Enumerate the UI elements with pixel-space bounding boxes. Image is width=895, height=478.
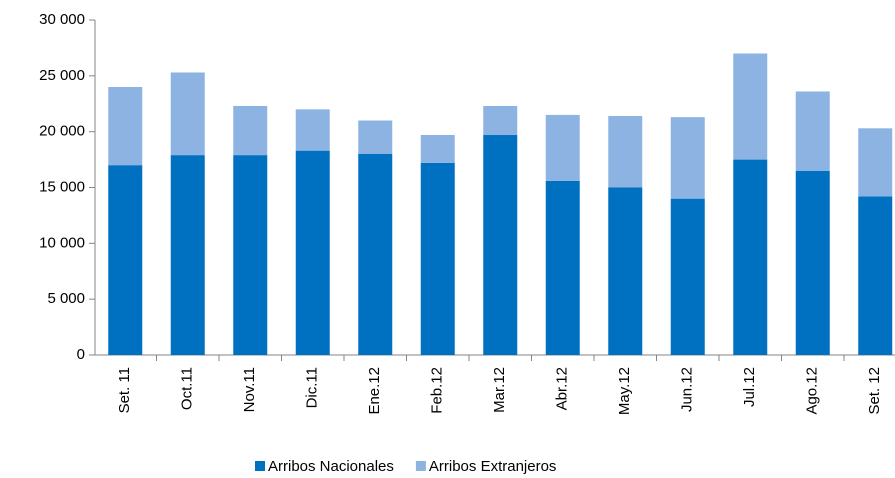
y-tick-label: 15 000 bbox=[39, 178, 85, 195]
bar-segment bbox=[858, 128, 893, 197]
y-tick-label: 5 000 bbox=[47, 290, 85, 307]
bar-segment bbox=[858, 196, 893, 355]
bar-segment bbox=[733, 159, 768, 355]
y-tick-label: 10 000 bbox=[39, 234, 85, 251]
legend-label: Arribos Nacionales bbox=[268, 458, 394, 475]
bar-segment bbox=[358, 154, 393, 355]
bar-segment bbox=[608, 187, 643, 355]
bar-segment bbox=[733, 53, 768, 160]
bar-segment bbox=[295, 109, 330, 151]
x-tick-label: Set. 11 bbox=[116, 367, 133, 413]
x-tick-label: Mar.12 bbox=[491, 367, 508, 413]
x-tick-label: Dic.11 bbox=[304, 367, 321, 408]
x-tick-label: Ene.12 bbox=[366, 367, 383, 415]
bar-segment bbox=[420, 135, 455, 163]
bar-segment bbox=[108, 165, 143, 355]
x-tick-label: Ago.12 bbox=[804, 367, 821, 415]
bar-segment bbox=[670, 198, 705, 355]
bar-segment bbox=[295, 150, 330, 355]
bar-segment bbox=[795, 170, 830, 355]
x-tick-label: Feb.12 bbox=[429, 367, 446, 414]
bar-segment bbox=[545, 180, 580, 355]
x-tick-label: Jul.12 bbox=[741, 367, 758, 407]
bar-segment bbox=[608, 116, 643, 188]
bar-segment bbox=[108, 87, 143, 166]
bar-segment bbox=[670, 117, 705, 199]
y-tick-label: 25 000 bbox=[39, 67, 85, 84]
bar-segment bbox=[420, 162, 455, 355]
bar-segment bbox=[483, 105, 518, 136]
x-tick-label: Set. 12 bbox=[866, 367, 883, 415]
y-tick-label: 0 bbox=[77, 346, 85, 363]
bar-segment bbox=[170, 155, 205, 355]
x-tick-label: Oct.11 bbox=[179, 367, 196, 410]
legend-label: Arribos Extranjeros bbox=[429, 458, 557, 475]
bar-segment bbox=[358, 120, 393, 154]
x-tick-label: Nov.11 bbox=[241, 367, 258, 412]
bar-segment bbox=[233, 155, 268, 355]
bar-segment bbox=[233, 105, 268, 156]
x-tick-label: May.12 bbox=[616, 367, 633, 415]
bar-segment bbox=[483, 135, 518, 355]
x-tick-label: Abr.12 bbox=[554, 367, 571, 410]
y-tick-label: 30 000 bbox=[39, 11, 85, 28]
bar-segment bbox=[795, 91, 830, 171]
legend-swatch bbox=[255, 461, 265, 471]
x-tick-label: Jun.12 bbox=[679, 367, 696, 412]
bar-segment bbox=[545, 114, 580, 181]
y-tick-label: 20 000 bbox=[39, 123, 85, 140]
legend-swatch bbox=[415, 461, 426, 471]
bar-segment bbox=[170, 72, 205, 156]
